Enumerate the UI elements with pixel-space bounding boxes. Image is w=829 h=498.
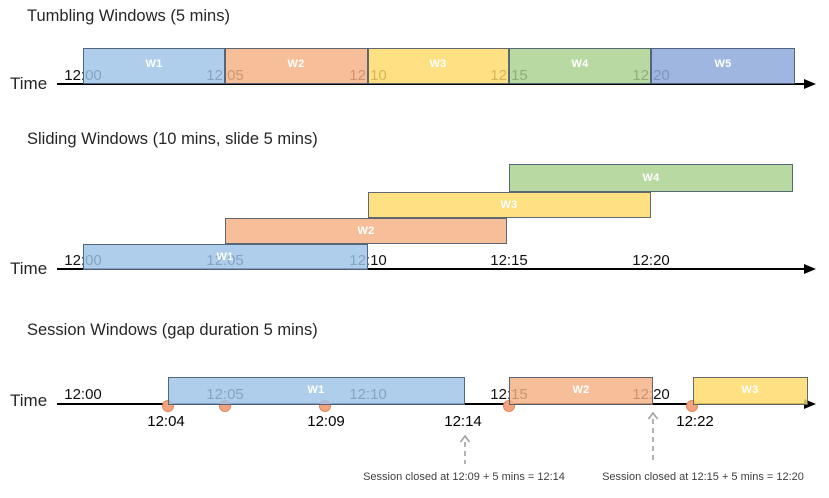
event-time-label-1209: 12:09 [307,413,345,430]
section-title-session: Session Windows (gap duration 5 mins) [27,321,318,339]
arrowhead-icon [804,264,816,274]
window-label-w2: W2 [287,58,305,70]
axis-label-time-session: Time [10,391,48,410]
session-window-w1 [168,377,465,405]
tick-1200: 12:00 [64,386,102,403]
window-label-w1: W1 [216,251,234,263]
time-axis-sliding [57,268,807,270]
window-label-w4: W4 [571,58,589,70]
axis-label-time-tumbling: Time [10,74,48,93]
window-label-w3: W3 [500,199,518,211]
window-label-w2: W2 [357,225,375,237]
sliding-window-w1 [83,244,368,270]
window-label-w5: W5 [714,58,732,70]
window-label-w1: W1 [145,58,163,70]
annotation-session-closed-2: Session closed at 12:15 + 5 mins = 12:20 [602,471,804,483]
section-title-tumbling: Tumbling Windows (5 mins) [27,7,230,25]
tumbling-window-w1 [83,48,225,84]
time-axis-tumbling [57,83,807,85]
tick-1220: 12:20 [632,252,670,269]
event-time-label-1214: 12:14 [444,413,482,430]
tumbling-window-w2 [225,48,368,84]
event-time-label-1204: 12:04 [147,413,185,430]
annotation-session-closed-1: Session closed at 12:09 + 5 mins = 12:14 [363,471,565,483]
window-label-w3: W3 [741,384,759,396]
session-window-w2 [509,377,653,405]
arrowhead-icon [804,79,816,89]
session-close-arrow-1 [459,434,471,464]
window-label-w2: W2 [572,384,590,396]
sliding-window-w3 [368,192,651,218]
sliding-window-w4 [509,164,793,192]
event-time-label-1222: 12:22 [676,413,714,430]
tumbling-window-w3 [368,48,509,84]
session-close-arrow-2 [647,411,659,464]
sliding-window-w2 [225,218,507,244]
session-window-w3 [693,377,808,405]
window-label-w4: W4 [642,172,660,184]
window-label-w1: W1 [307,384,325,396]
tumbling-window-w4 [509,48,651,84]
tumbling-window-w5 [651,48,795,84]
tick-1215: 12:15 [490,252,528,269]
window-label-w3: W3 [429,58,447,70]
section-title-sliding: Sliding Windows (10 mins, slide 5 mins) [27,130,318,148]
arrowhead-icon [804,399,816,409]
axis-label-time-sliding: Time [10,259,48,278]
